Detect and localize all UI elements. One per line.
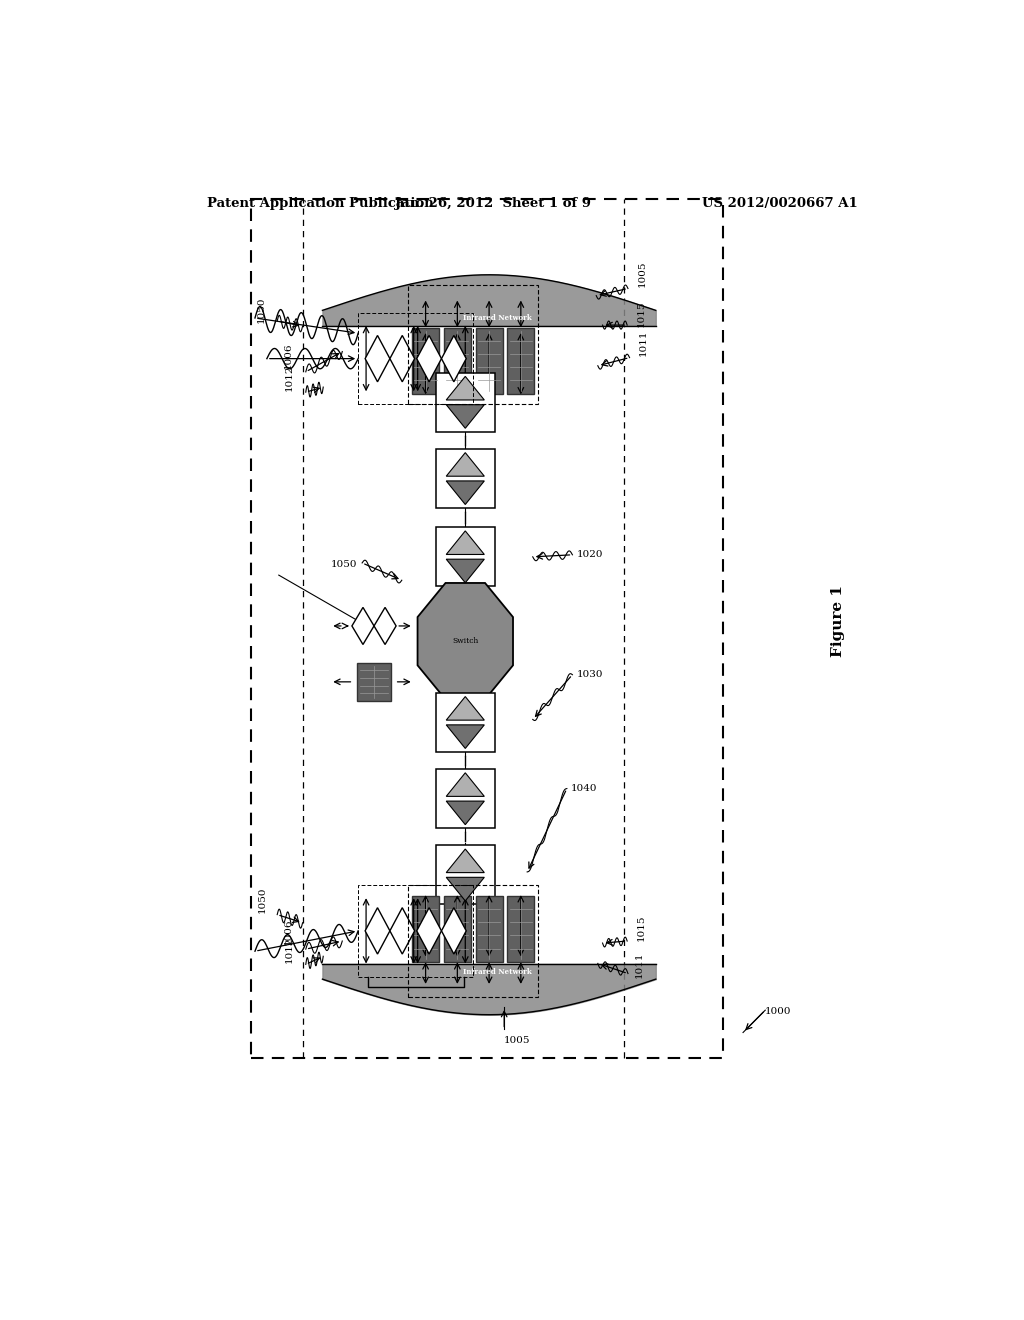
Polygon shape: [446, 480, 484, 504]
Text: 1006: 1006: [284, 919, 293, 945]
Polygon shape: [446, 801, 484, 825]
FancyBboxPatch shape: [435, 372, 495, 432]
Text: Switch: Switch: [452, 638, 478, 645]
Text: 1050: 1050: [257, 886, 266, 912]
FancyBboxPatch shape: [435, 449, 495, 508]
Polygon shape: [417, 908, 441, 954]
FancyBboxPatch shape: [435, 693, 495, 752]
FancyBboxPatch shape: [443, 327, 471, 393]
Text: 1020: 1020: [577, 550, 603, 558]
Text: 1050: 1050: [257, 297, 265, 323]
Polygon shape: [418, 583, 513, 700]
Text: Jan. 26, 2012  Sheet 1 of 9: Jan. 26, 2012 Sheet 1 of 9: [395, 197, 591, 210]
Text: 1006: 1006: [284, 342, 293, 368]
Text: 1011: 1011: [638, 329, 647, 355]
Text: 1000: 1000: [765, 1007, 792, 1016]
Polygon shape: [366, 908, 390, 954]
Polygon shape: [390, 335, 415, 381]
Polygon shape: [446, 878, 484, 902]
Text: Infrared Network: Infrared Network: [463, 968, 531, 975]
Text: US 2012/0020667 A1: US 2012/0020667 A1: [702, 197, 858, 210]
Text: 1005: 1005: [504, 1036, 530, 1044]
Text: Infrared Network: Infrared Network: [463, 314, 531, 322]
FancyBboxPatch shape: [412, 896, 439, 962]
FancyBboxPatch shape: [475, 327, 503, 393]
Polygon shape: [352, 607, 374, 644]
Text: 1015: 1015: [637, 301, 646, 327]
Polygon shape: [366, 335, 390, 381]
Text: 1012: 1012: [285, 364, 293, 391]
Polygon shape: [441, 908, 466, 954]
FancyBboxPatch shape: [443, 896, 471, 962]
FancyBboxPatch shape: [435, 528, 495, 586]
FancyBboxPatch shape: [357, 663, 391, 701]
Text: 1030: 1030: [577, 669, 603, 678]
FancyBboxPatch shape: [507, 896, 535, 962]
Polygon shape: [374, 607, 396, 644]
FancyBboxPatch shape: [435, 846, 495, 904]
FancyBboxPatch shape: [507, 327, 535, 393]
Polygon shape: [446, 531, 484, 554]
FancyBboxPatch shape: [435, 770, 495, 828]
FancyBboxPatch shape: [475, 896, 503, 962]
Polygon shape: [446, 405, 484, 428]
Text: 1012: 1012: [285, 937, 293, 964]
Polygon shape: [446, 376, 484, 400]
Text: 1015: 1015: [637, 915, 646, 941]
Text: Patent Application Publication: Patent Application Publication: [207, 197, 434, 210]
Text: 1050: 1050: [331, 560, 357, 569]
FancyBboxPatch shape: [412, 327, 439, 393]
Text: 1040: 1040: [570, 784, 597, 792]
Text: Figure 1: Figure 1: [831, 585, 845, 657]
Polygon shape: [446, 453, 484, 477]
Polygon shape: [441, 335, 466, 381]
Polygon shape: [446, 772, 484, 796]
Polygon shape: [417, 335, 441, 381]
Text: 1005: 1005: [638, 261, 646, 288]
Text: 1011: 1011: [634, 952, 643, 978]
Polygon shape: [446, 697, 484, 721]
Polygon shape: [390, 908, 415, 954]
Polygon shape: [446, 725, 484, 748]
Polygon shape: [446, 560, 484, 582]
Polygon shape: [446, 849, 484, 873]
